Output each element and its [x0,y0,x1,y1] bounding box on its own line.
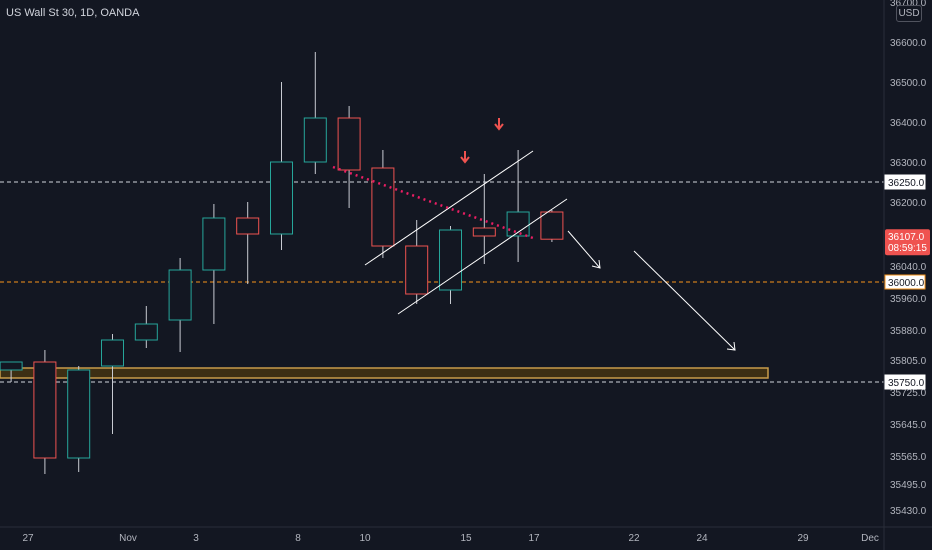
price-tick-label: 35495.0 [890,480,927,491]
level-price-label: 36250.0 [888,178,925,189]
time-tick-label: Dec [861,533,879,544]
price-tick-label: 36300.0 [890,158,927,169]
arrow-head-icon [726,341,736,351]
candle-body[interactable] [202,217,226,271]
candle-body[interactable] [506,211,530,237]
candle-body[interactable] [405,245,429,295]
time-tick-label: 27 [22,533,34,544]
price-tick-label: 36700.0 [890,0,927,9]
level-price-label: 35750.0 [888,378,925,389]
candle-body[interactable] [33,361,57,459]
currency-badge[interactable]: USD [896,5,922,22]
chart-title: US Wall St 30, 1D, OANDA [6,7,140,19]
price-tick-label: 35430.0 [890,506,927,517]
time-tick-label: 15 [460,533,472,544]
price-tick-label: 35805.0 [890,356,927,367]
level-price-tag[interactable] [884,374,926,390]
candle-body[interactable] [371,167,395,247]
price-tick-label: 35960.0 [890,294,927,305]
candle-body[interactable] [236,217,260,235]
time-tick-label: 3 [193,533,199,544]
countdown-label: 08:59:15 [888,243,927,254]
candle-body[interactable] [168,269,192,321]
time-tick-label: 8 [295,533,301,544]
candle-body[interactable] [337,117,361,171]
price-tick-label: 35645.0 [890,420,927,431]
time-tick-label: 17 [528,533,540,544]
candle-body[interactable] [101,339,124,367]
price-tick-label: 36200.0 [890,198,927,209]
channel-upper-line[interactable] [364,150,534,266]
price-tick-label: 36040.0 [890,262,927,273]
candle-body[interactable] [439,229,462,291]
time-tick-label: Nov [119,533,137,544]
price-tick-label: 35565.0 [890,452,927,463]
candle-body[interactable] [472,227,496,237]
channel-lower-line[interactable] [397,198,568,315]
support-zone-rect[interactable] [0,367,769,379]
candle-body[interactable] [0,361,23,371]
price-tick-label: 36400.0 [890,118,927,129]
price-tick-label: 36600.0 [890,38,927,49]
last-price-label: 36107.0 [888,232,925,243]
candle-body[interactable] [540,211,564,240]
price-tick-label: 35725.0 [890,388,927,399]
time-tick-label: 10 [359,533,371,544]
last-price-tag[interactable] [885,229,930,256]
drawings [332,118,736,351]
price-tick-label: 35880.0 [890,326,927,337]
price-tick-label: 36500.0 [890,78,927,89]
candle-body[interactable] [134,323,158,341]
time-tick-label: 29 [797,533,809,544]
level-price-tag[interactable] [884,174,926,190]
candle-body[interactable] [270,161,293,235]
candles [0,52,564,474]
projection-arrow-long[interactable] [633,250,736,351]
candle-body[interactable] [303,117,327,163]
price-axis[interactable]: 36700.0 36600.0 36500.0 36400.0 36300.0 36200… [884,0,932,550]
candle-body[interactable] [67,369,91,459]
time-tick-label: 22 [628,533,640,544]
projection-arrow-short[interactable] [567,230,601,269]
level-price-tag[interactable] [884,274,926,290]
red-down-arrow-head-icon [494,123,504,131]
level-price-label: 36000.0 [888,278,925,289]
arrow-head-icon [591,259,601,269]
time-tick-label: 24 [696,533,708,544]
red-down-arrow-head-icon [460,156,470,164]
support-zone [0,367,769,379]
